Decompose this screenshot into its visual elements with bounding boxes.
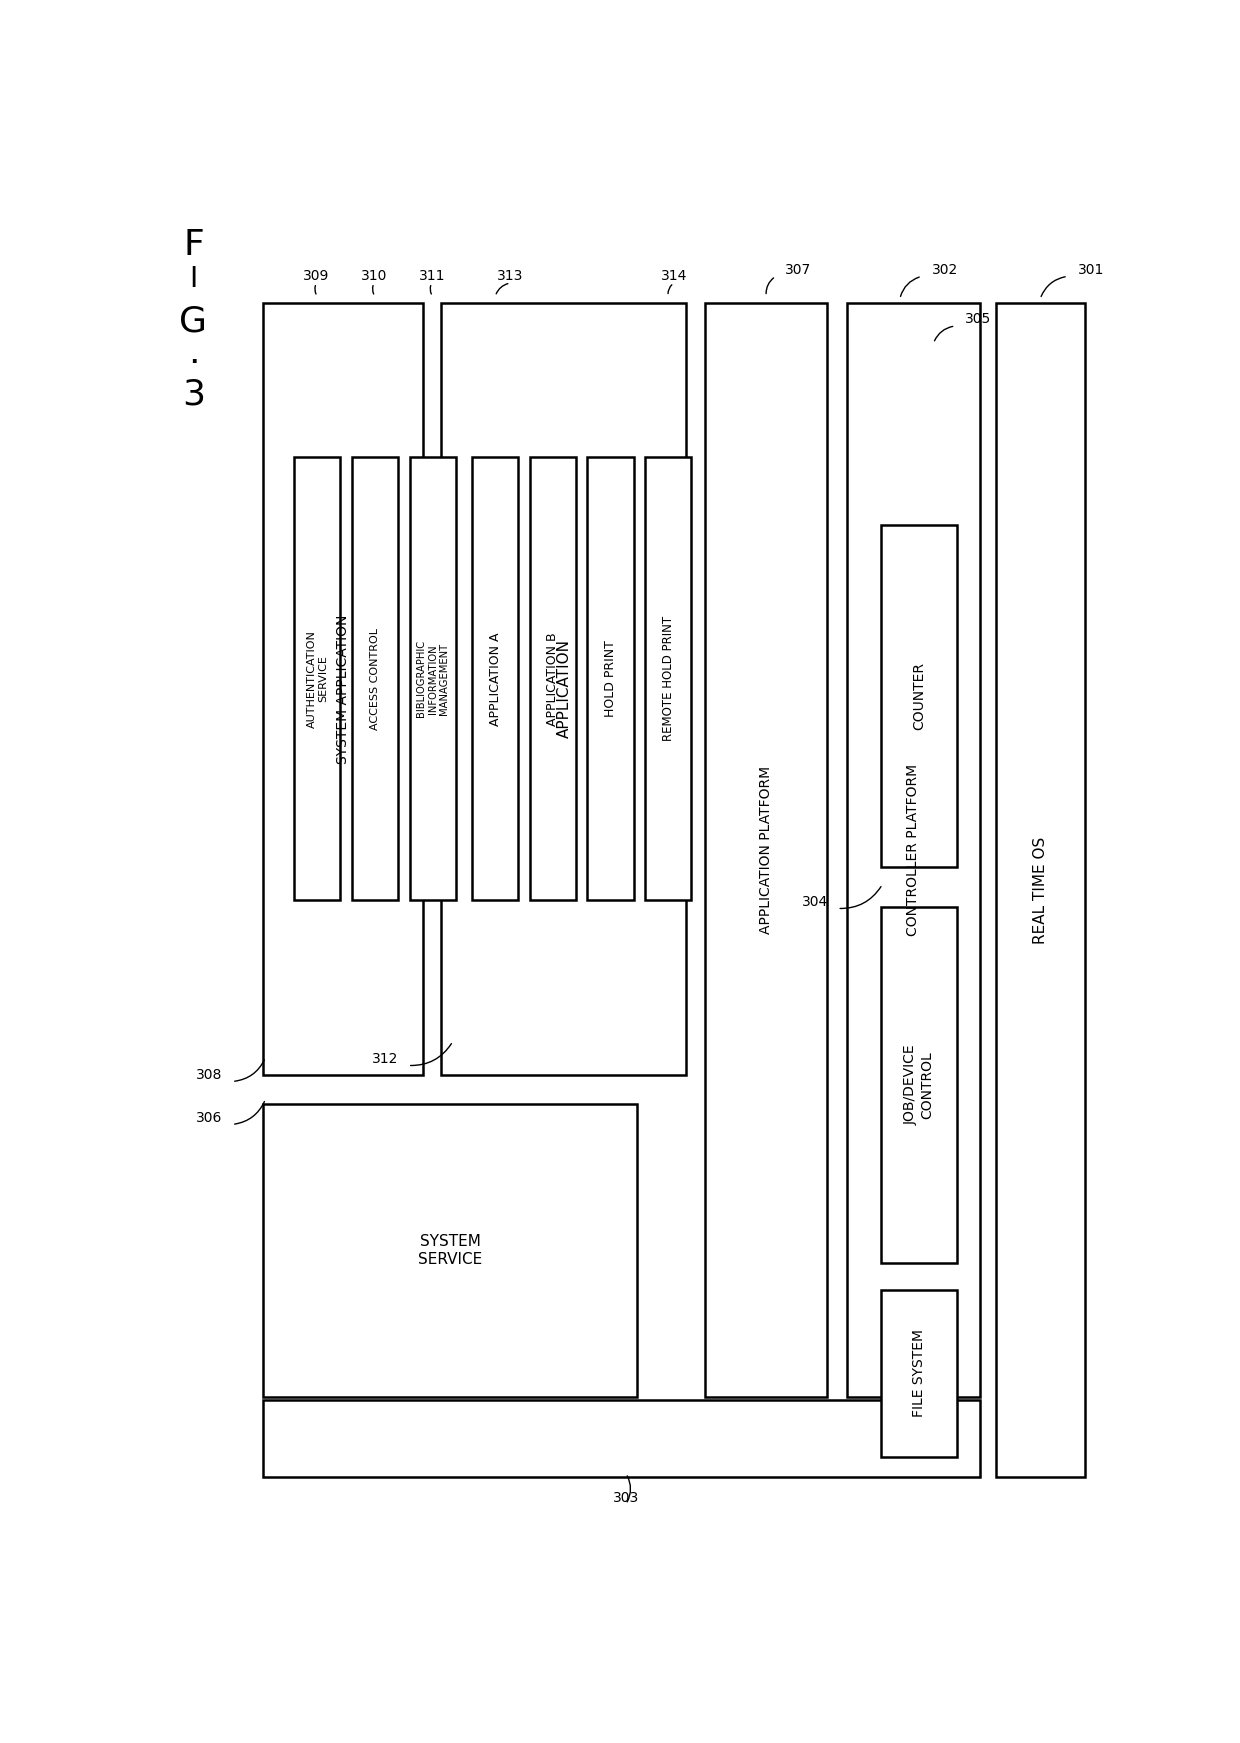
Bar (263, 1400, 980, 1478)
Text: G: G (180, 305, 207, 338)
Bar (588, 457, 634, 901)
Text: 301: 301 (1078, 263, 1104, 277)
Text: 306: 306 (196, 1110, 222, 1124)
Text: REMOTE HOLD PRINT: REMOTE HOLD PRINT (662, 617, 675, 741)
Text: 3: 3 (182, 378, 205, 411)
Bar (529, 457, 575, 901)
Text: 314: 314 (661, 268, 687, 284)
Text: CONTROLLER PLATFORM: CONTROLLER PLATFORM (906, 763, 920, 936)
Text: 310: 310 (361, 268, 387, 284)
Bar (263, 1105, 637, 1396)
Text: 308: 308 (196, 1068, 222, 1082)
Text: 312: 312 (372, 1051, 398, 1065)
Bar (294, 457, 341, 901)
Text: ACCESS CONTROL: ACCESS CONTROL (370, 627, 381, 730)
Text: REAL TIME OS: REAL TIME OS (1033, 837, 1048, 945)
Bar (472, 457, 518, 901)
Text: HOLD PRINT: HOLD PRINT (604, 640, 618, 718)
Bar (645, 457, 691, 901)
Text: 303: 303 (613, 1490, 639, 1504)
Text: 305: 305 (965, 312, 991, 326)
Text: I: I (190, 265, 197, 293)
Bar (409, 457, 456, 901)
Text: APPLICATION A: APPLICATION A (489, 633, 502, 725)
Text: 302: 302 (931, 263, 957, 277)
Bar (880, 1290, 957, 1457)
Text: JOB/DEVICE
CONTROL: JOB/DEVICE CONTROL (904, 1044, 934, 1126)
Text: 304: 304 (801, 894, 828, 908)
Bar (704, 303, 827, 1396)
Text: APPLICATION B: APPLICATION B (547, 633, 559, 725)
Text: AUTHENTICATION
SERVICE: AUTHENTICATION SERVICE (306, 629, 329, 729)
Text: SYSTEM
SERVICE: SYSTEM SERVICE (418, 1234, 482, 1267)
Text: APPLICATION: APPLICATION (557, 640, 572, 739)
Text: 309: 309 (304, 268, 330, 284)
Bar (880, 525, 957, 866)
Bar (996, 303, 1085, 1478)
Text: FILE SYSTEM: FILE SYSTEM (911, 1330, 926, 1417)
Text: 307: 307 (785, 263, 812, 277)
Text: .: . (187, 336, 200, 370)
Text: APPLICATION PLATFORM: APPLICATION PLATFORM (759, 765, 773, 934)
Text: COUNTER: COUNTER (911, 662, 926, 730)
Bar (441, 303, 687, 1075)
Text: 313: 313 (497, 268, 523, 284)
Bar (880, 906, 957, 1262)
Bar (263, 303, 423, 1075)
Text: F: F (184, 228, 203, 263)
Bar (847, 303, 980, 1396)
Text: SYSTEM APPLICATION: SYSTEM APPLICATION (336, 614, 350, 763)
Bar (352, 457, 398, 901)
Text: 311: 311 (419, 268, 445, 284)
Text: BIBLIOGRAPHIC
INFORMATION
MANAGEMENT: BIBLIOGRAPHIC INFORMATION MANAGEMENT (417, 640, 449, 718)
